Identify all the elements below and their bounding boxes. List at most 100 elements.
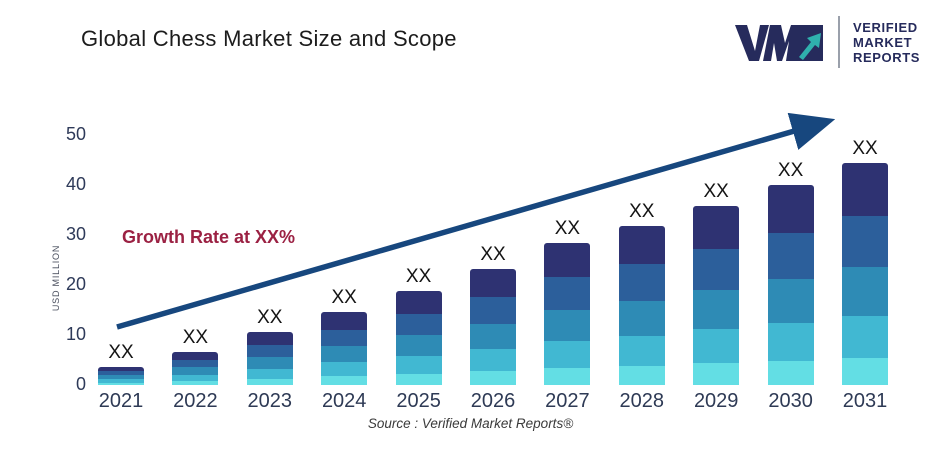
stacked-bar-2026 [470,269,516,385]
logo-divider [838,16,840,68]
page-title: Global Chess Market Size and Scope [81,26,457,51]
bar-segment [693,290,740,330]
bar-segment [470,296,516,324]
bar-segment [98,382,144,385]
bar-segment [544,367,591,385]
stacked-bar-2030 [767,185,814,385]
bar-segment [98,367,144,372]
bar-segment [321,312,368,330]
bar-segment [842,267,888,317]
bar-value-label: XX [554,218,581,239]
growth-rate-annotation: Growth Rate at XX% [122,227,296,247]
y-tick-label: 20 [65,274,86,294]
bar-segment [693,248,740,291]
bar-segment [544,243,591,278]
bar-segment [544,277,591,310]
bar-segment [246,378,293,385]
bar-segment [470,349,516,372]
bar-segment [842,358,888,385]
bar-segment [470,371,516,385]
source-note: Source : Verified Market Reports® [367,416,574,431]
bar-value-label: XX [480,244,506,265]
bar-segment [767,323,814,361]
bar-segment [693,363,740,385]
vmr-logo: VERIFIED MARKET REPORTS [733,16,920,68]
vmr-mark-icon [735,25,823,61]
bar-segment [246,356,293,369]
bar-segment [842,216,888,268]
bar-value-label: XX [852,138,878,159]
bar-segment [246,368,293,379]
bar-value-label: XX [257,307,283,328]
x-axis-label: 2026 [470,390,516,412]
bar-segment [618,365,665,385]
bar-segment [321,346,368,363]
bar-segment [470,323,516,350]
y-tick-label: 10 [65,324,86,344]
logo-line-reports: REPORTS [853,49,921,65]
bar-segment [618,335,665,366]
bar-segment [98,379,144,383]
stacked-bar-2023 [246,332,293,385]
bar-segment [395,373,442,385]
bar-segment [693,329,740,364]
bar-segment [618,300,665,336]
bar-segment [395,355,442,374]
x-axis-label: 2023 [247,390,293,412]
y-tick-label: 40 [65,174,86,194]
bar-segment [246,344,293,357]
bar-segment [470,269,516,297]
logo-line-verified: VERIFIED [853,19,918,35]
stacked-bar-2029 [693,206,740,385]
bar-segment [172,352,219,360]
bar-value-label: XX [331,287,357,308]
bar-value-label: XX [703,181,729,202]
bar-segment [693,206,740,249]
bar-segment [842,316,888,359]
stacked-bar-2027 [544,243,591,385]
bar-segment [172,374,219,381]
x-axis-label: 2028 [619,390,665,412]
bar-segment [618,226,665,265]
bar-segment [395,291,442,314]
vmr-logo-icon [733,17,825,67]
logo-wordmark: VERIFIED MARKET REPORTS [853,20,920,65]
bar-segment [767,279,814,323]
bar-segment [544,340,591,368]
x-axis-label: 2031 [842,390,888,412]
x-axis-label: 2029 [693,390,739,412]
bar-segment [246,332,293,345]
bar-value-label: XX [182,327,209,348]
x-axis-label: 2030 [768,390,813,412]
stacked-bar-2028 [618,226,665,385]
bar-segment [172,359,219,368]
bar-segment [842,163,888,217]
bar-value-label: XX [405,266,432,287]
bar-segment [395,335,442,356]
logo-line-market: MARKET [853,34,913,50]
bar-value-label: XX [108,342,134,363]
stacked-bar-2031 [842,163,888,385]
bar-segment [767,185,814,233]
bar-segment [321,329,368,347]
bar-value-label: XX [777,160,804,181]
bar-segment [172,367,219,375]
x-axis-label: 2025 [396,390,441,412]
bar-value-label: XX [629,201,655,222]
bar-segment [172,381,219,385]
y-tick-label: 0 [75,374,86,394]
bar-segment [321,376,368,385]
bar-segment [544,309,591,341]
x-axis-label: 2022 [173,390,218,412]
x-axis-label: 2027 [545,390,590,412]
bar-segment [618,264,665,301]
stacked-bar-2024 [321,312,368,385]
stacked-bar-2025 [395,291,442,385]
stacked-bar-2022 [172,352,219,385]
bar-segment [321,362,368,377]
bar-segment [98,371,144,376]
bar-segment [767,233,814,279]
y-tick-label: 50 [65,124,86,144]
